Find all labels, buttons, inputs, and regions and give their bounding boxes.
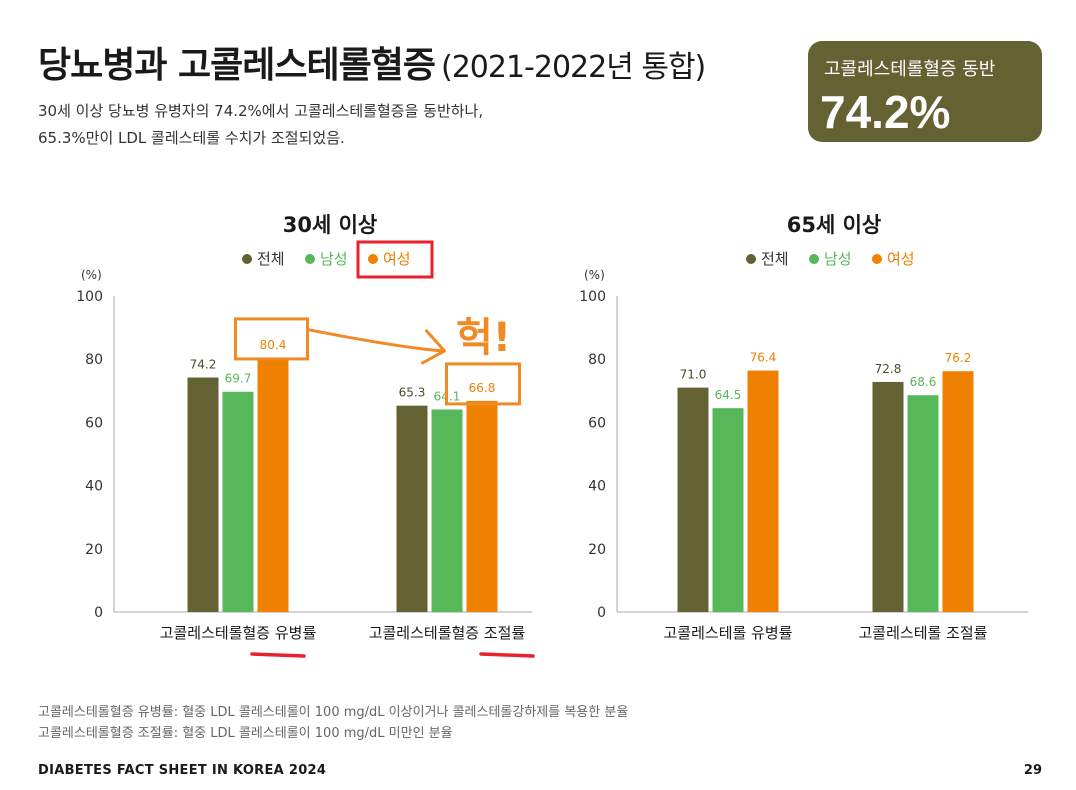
chart-1-bar-0-1 [712, 408, 744, 612]
annotation-arrowhead [421, 329, 446, 365]
chart-1-legend-swatch-0 [746, 254, 756, 264]
chart-0-category-0: 고콜레스테롤혈증 유병률 [160, 624, 317, 642]
footnote-prevalence: 고콜레스테롤혈증 유병률: 혈중 LDL 콜레스테롤이 100 mg/dL 이상… [38, 705, 629, 720]
highlight-box-female-legend [356, 240, 434, 279]
chart-0-data-label-0-2: 80.4 [260, 338, 287, 352]
chart-0-data-label-1-2: 66.8 [469, 381, 496, 395]
chart-1-ytick-60: 60 [588, 415, 606, 431]
annotation-exclaim: 헉! [456, 315, 511, 361]
page-title-main: 당뇨병과 고콜레스테롤혈증 [38, 45, 436, 86]
chart-0-legend-label-1: 남성 [320, 250, 348, 268]
chart-1-title: 65세 이상 [787, 213, 882, 237]
chart-0-ytick-40: 40 [85, 479, 103, 495]
chart-0-ytick-20: 20 [85, 542, 103, 558]
footer-publication: DIABETES FACT SHEET IN KOREA 2024 [38, 763, 327, 778]
chart-0-category-1: 고콜레스테롤혈증 조절률 [369, 624, 526, 642]
chart-0-legend-label-0: 전체 [257, 250, 285, 268]
chart-1-bar-1-1 [907, 395, 939, 612]
underline-category-0 [250, 652, 306, 658]
underline-category-1 [479, 652, 535, 658]
summary-badge: 고콜레스테롤혈증 동반 74.2% [808, 41, 1042, 142]
chart-0-data-label-1-0: 65.3 [399, 386, 426, 400]
chart-1-data-label-0-1: 64.5 [715, 388, 742, 402]
page-title-sub: (2021-2022년 통합) [440, 50, 706, 85]
chart-1-bar-0-0 [677, 387, 709, 612]
chart-1-ytick-40: 40 [588, 479, 606, 495]
footnotes: 고콜레스테롤혈증 유병률: 혈중 LDL 콜레스테롤이 100 mg/dL 이상… [38, 702, 628, 744]
highlight-box-female-control [445, 362, 521, 406]
chart-1-data-label-0-0: 71.0 [680, 368, 707, 382]
chart-1-data-label-0-2: 76.4 [750, 351, 777, 365]
chart-0-ytick-60: 60 [85, 415, 103, 431]
chart-1-legend-label-0: 전체 [761, 250, 789, 268]
chart-0-legend-swatch-2 [368, 254, 378, 264]
chart-1-data-label-1-0: 72.8 [875, 362, 902, 376]
chart-0-title: 30세 이상 [283, 213, 378, 237]
chart-1-bar-1-2 [942, 371, 974, 612]
chart-1-ytick-20: 20 [588, 542, 606, 558]
annotation-arrow [308, 328, 444, 353]
chart-1-bar-0-2 [747, 370, 779, 612]
chart-1-legend-label-2: 여성 [887, 250, 915, 268]
chart-0-ytick-100: 100 [76, 289, 103, 305]
chart-0-bar-1-1 [431, 409, 463, 612]
chart-0-legend-swatch-0 [242, 254, 252, 264]
chart-1-y-unit: (%) [584, 268, 605, 282]
chart-1-ytick-0: 0 [597, 605, 606, 621]
badge-label: 고콜레스테롤혈증 동반 [824, 59, 996, 80]
chart-0-legend-label-2: 여성 [383, 250, 411, 268]
chart-0-ytick-0: 0 [94, 605, 103, 621]
chart-1-bar-1-0 [872, 381, 904, 612]
chart-1-data-label-1-2: 76.2 [945, 351, 972, 365]
chart-1-ytick-100: 100 [579, 289, 606, 305]
chart-1-category-0: 고콜레스테롤 유병률 [664, 624, 793, 642]
chart-0-y-unit: (%) [81, 268, 102, 282]
chart-0-data-label-0-0: 74.2 [190, 358, 217, 372]
chart-1-ytick-80: 80 [588, 352, 606, 368]
chart-1-legend-swatch-2 [872, 254, 882, 264]
description-line-2: 65.3%만이 LDL 콜레스테롤 수치가 조절되었음. [38, 129, 345, 147]
chart-1-category-1: 고콜레스테롤 조절률 [859, 624, 988, 642]
chart-1-legend-label-1: 남성 [824, 250, 852, 268]
chart-0-data-label-0-1: 69.7 [225, 372, 252, 386]
badge-value: 74.2% [820, 86, 951, 138]
footnote-control: 고콜레스테롤혈증 조절률: 혈중 LDL 콜레스테롤이 100 mg/dL 미만… [38, 726, 453, 741]
chart-1-legend-swatch-1 [809, 254, 819, 264]
page-number: 29 [1023, 763, 1042, 778]
chart-0-ytick-80: 80 [85, 352, 103, 368]
highlight-box-female-prevalence [234, 317, 309, 361]
page-title: 당뇨병과 고콜레스테롤혈증 (2021-2022년 통합) [38, 36, 706, 88]
page-description: 30세 이상 당뇨병 유병자의 74.2%에서 고콜레스테롤혈증을 동반하나, … [38, 98, 598, 152]
chart-0-bar-1-2 [466, 400, 498, 612]
chart-0-legend-swatch-1 [305, 254, 315, 264]
chart-0-bar-0-1 [222, 391, 254, 612]
chart-0-bar-0-0 [187, 377, 219, 612]
chart-0-bar-1-0 [396, 405, 428, 612]
chart-0-bar-0-2 [257, 357, 289, 612]
chart-1-data-label-1-1: 68.6 [910, 375, 937, 389]
description-line-1: 30세 이상 당뇨병 유병자의 74.2%에서 고콜레스테롤혈증을 동반하나, [38, 102, 484, 120]
